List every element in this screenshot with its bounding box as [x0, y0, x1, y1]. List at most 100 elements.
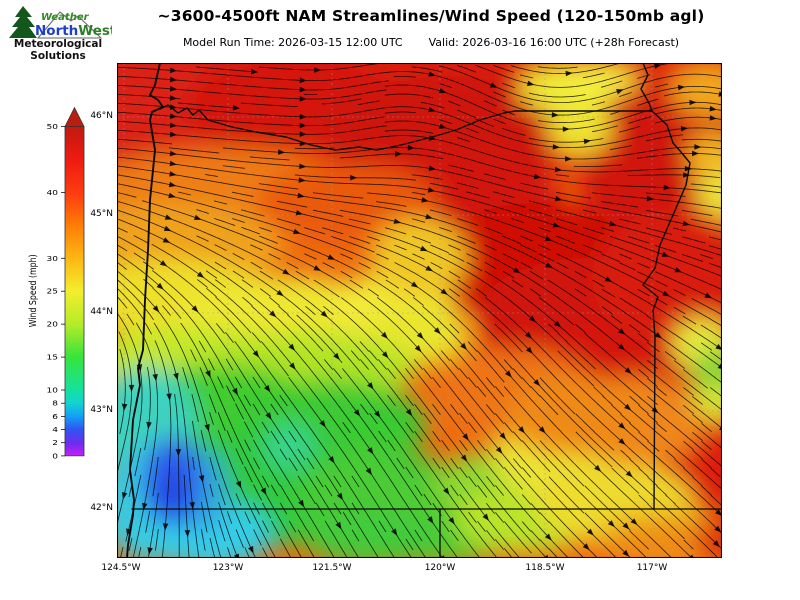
streamline — [655, 245, 677, 253]
streamline — [710, 387, 722, 398]
streamline-arrow-icon — [421, 197, 429, 203]
streamline — [376, 270, 389, 279]
streamline — [423, 412, 432, 425]
streamline — [144, 322, 152, 335]
streamline-arrow-icon — [162, 523, 169, 531]
streamline-arrow-icon — [709, 105, 717, 112]
streamline — [252, 376, 261, 389]
streamline — [450, 404, 459, 415]
streamline — [468, 377, 477, 388]
streamline — [647, 476, 658, 487]
streamline — [342, 421, 351, 434]
streamline — [324, 520, 348, 558]
streamline — [414, 403, 423, 416]
streamline-arrow-icon — [677, 84, 686, 91]
streamline — [161, 305, 171, 316]
streamline — [126, 313, 135, 326]
streamline — [656, 386, 667, 397]
streamline — [359, 341, 370, 352]
streamline — [511, 288, 722, 468]
streamline — [192, 456, 195, 471]
streamline — [502, 127, 526, 136]
streamline — [493, 118, 506, 125]
streamline — [592, 279, 605, 288]
streamline-arrow-icon — [264, 384, 271, 393]
streamline — [539, 377, 576, 415]
streamline-arrow-icon — [630, 518, 638, 525]
streamline — [547, 279, 576, 299]
border-coast — [126, 63, 164, 558]
streamline — [458, 368, 468, 379]
streamline — [277, 235, 648, 558]
streamline-arrow-icon — [544, 533, 552, 541]
streamline — [196, 235, 209, 242]
streamline — [574, 297, 722, 411]
streamline-arrow-icon — [248, 545, 254, 554]
streamline — [494, 413, 505, 424]
streamline-arrow-icon — [545, 262, 553, 268]
streamline-arrow-icon — [554, 195, 563, 202]
streamline-arrow-icon — [121, 403, 128, 411]
streamline — [629, 458, 640, 469]
streamline — [600, 201, 639, 208]
streamline — [512, 368, 523, 379]
streamline — [520, 182, 549, 190]
streamline — [511, 279, 524, 288]
streamline-arrow-icon — [299, 163, 307, 170]
streamline — [467, 341, 478, 352]
streamline — [305, 305, 316, 316]
streamline — [432, 457, 441, 470]
streamline — [218, 520, 226, 542]
streamline — [117, 278, 154, 320]
streamline — [340, 270, 353, 279]
streamline-arrow-icon — [427, 187, 436, 193]
streamline — [226, 385, 235, 402]
streamline-arrow-icon — [533, 379, 541, 387]
streamline — [423, 368, 432, 379]
streamline — [548, 548, 559, 558]
streamline — [432, 403, 441, 416]
streamline-arrow-icon — [416, 332, 424, 340]
streamline — [168, 147, 220, 154]
streamline — [495, 458, 505, 469]
streamline-arrow-icon — [553, 320, 561, 328]
streamline — [200, 501, 208, 533]
streamline-arrow-icon — [173, 372, 179, 381]
streamline-arrow-icon — [297, 192, 305, 199]
streamline — [128, 538, 133, 551]
streamline-arrow-icon — [625, 470, 633, 478]
streamline — [673, 333, 722, 369]
streamline-arrow-icon — [428, 106, 436, 113]
streamline — [439, 83, 452, 89]
streamline-arrow-icon — [194, 214, 202, 220]
streamline — [432, 377, 441, 388]
streamline — [503, 359, 514, 370]
speed-blob — [561, 65, 637, 97]
streamline — [450, 484, 459, 497]
streamline — [117, 218, 459, 558]
streamline — [646, 342, 660, 353]
streamline — [178, 191, 191, 196]
streamline-arrow-icon — [289, 362, 296, 370]
streamline — [276, 218, 301, 226]
border-snake — [642, 110, 691, 510]
streamline-arrow-icon — [462, 433, 469, 441]
streamline — [279, 484, 308, 531]
streamline — [411, 66, 443, 73]
streamline — [520, 235, 533, 242]
streamline — [322, 262, 335, 269]
streamline — [218, 502, 239, 558]
streamline — [645, 134, 683, 142]
streamline — [134, 447, 142, 477]
streamline — [321, 98, 362, 105]
logo-name-text: NorthWest — [35, 23, 112, 39]
streamline — [154, 528, 159, 551]
streamline — [405, 421, 414, 434]
streamline — [664, 351, 677, 360]
streamline — [459, 439, 468, 452]
streamline-arrow-icon — [428, 165, 436, 171]
colorbar-tick-label: 10 — [47, 385, 58, 394]
streamline — [466, 127, 479, 134]
streamline-arrow-icon — [654, 63, 662, 69]
streamline — [710, 494, 722, 507]
